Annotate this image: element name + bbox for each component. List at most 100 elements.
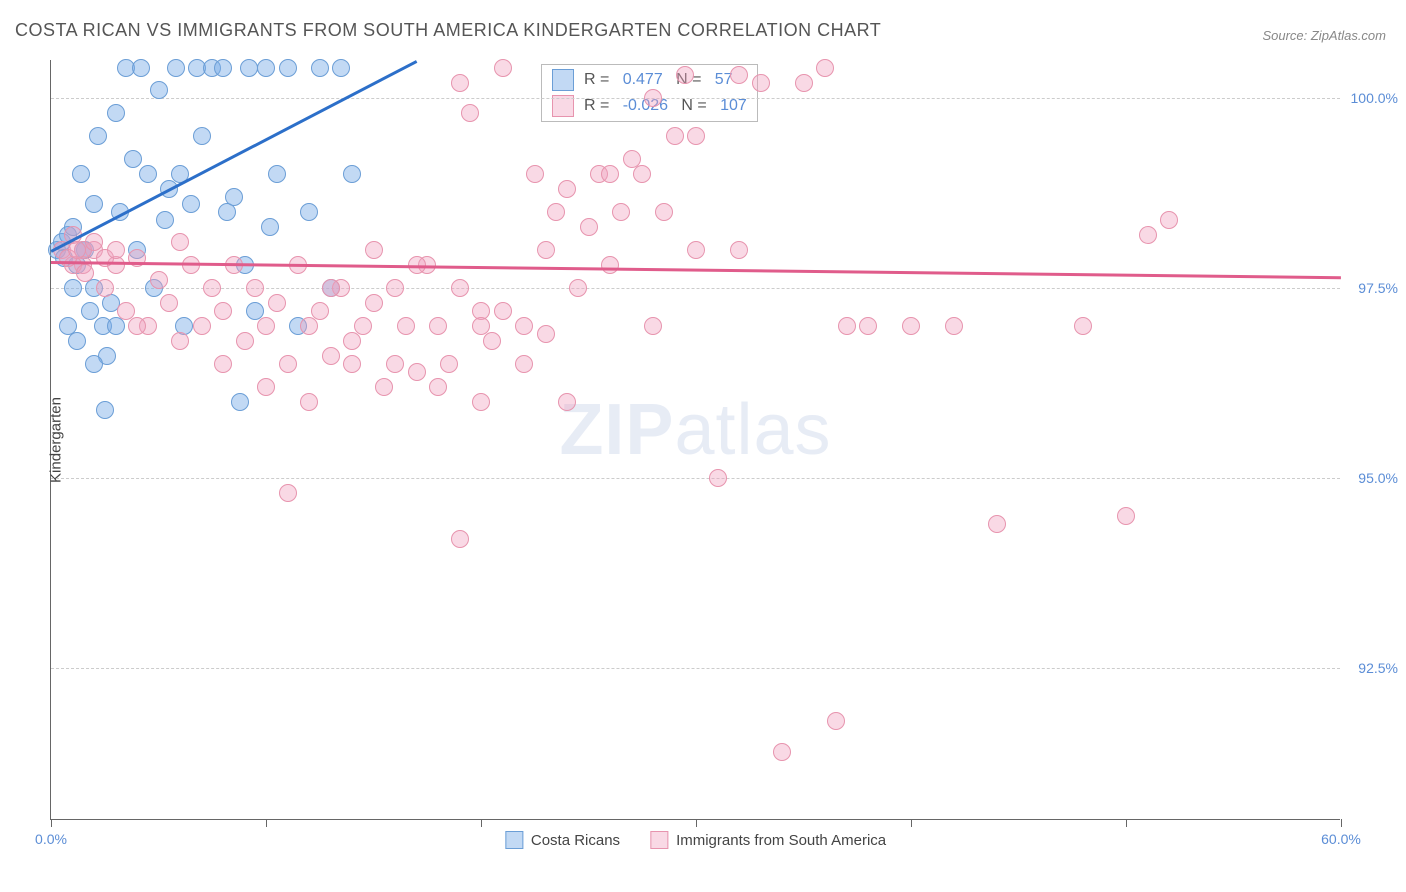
scatter-point (214, 355, 232, 373)
ytick-label: 95.0% (1358, 470, 1398, 486)
scatter-point (171, 233, 189, 251)
scatter-point (124, 150, 142, 168)
scatter-point (107, 104, 125, 122)
scatter-point (483, 332, 501, 350)
legend-label: Immigrants from South America (676, 832, 886, 849)
scatter-point (68, 332, 86, 350)
scatter-point (150, 81, 168, 99)
gridline (51, 668, 1340, 669)
scatter-point (537, 325, 555, 343)
scatter-point (128, 317, 146, 335)
scatter-point (547, 203, 565, 221)
xtick-label: 60.0% (1321, 831, 1361, 847)
scatter-point (311, 59, 329, 77)
watermark-atlas: atlas (674, 390, 831, 470)
scatter-point (408, 363, 426, 381)
scatter-point (1117, 507, 1135, 525)
stats-text: R = 0.477 N = 57 (584, 71, 733, 89)
scatter-point (300, 203, 318, 221)
scatter-point (558, 180, 576, 198)
scatter-point (601, 256, 619, 274)
legend-label: Costa Ricans (531, 832, 620, 849)
scatter-point (279, 59, 297, 77)
scatter-point (332, 59, 350, 77)
scatter-point (666, 127, 684, 145)
chart-title: COSTA RICAN VS IMMIGRANTS FROM SOUTH AME… (15, 20, 881, 41)
scatter-point (236, 332, 254, 350)
plot-area: ZIPatlas Kindergarten R = 0.477 N = 57R … (50, 60, 1340, 820)
scatter-point (107, 241, 125, 259)
scatter-point (633, 165, 651, 183)
scatter-point (838, 317, 856, 335)
scatter-point (709, 469, 727, 487)
gridline (51, 98, 1340, 99)
xtick (1126, 819, 1127, 827)
scatter-point (397, 317, 415, 335)
xtick (1341, 819, 1342, 827)
scatter-point (515, 355, 533, 373)
legend-item: Costa Ricans (505, 831, 620, 849)
ytick-label: 97.5% (1358, 280, 1398, 296)
scatter-point (322, 347, 340, 365)
scatter-point (246, 279, 264, 297)
scatter-point (279, 484, 297, 502)
scatter-point (440, 355, 458, 373)
scatter-point (343, 355, 361, 373)
scatter-point (261, 218, 279, 236)
scatter-point (451, 530, 469, 548)
scatter-point (859, 317, 877, 335)
scatter-point (687, 241, 705, 259)
scatter-point (429, 317, 447, 335)
scatter-point (240, 59, 258, 77)
scatter-point (945, 317, 963, 335)
scatter-point (472, 393, 490, 411)
xtick-label: 0.0% (35, 831, 67, 847)
stats-swatch (552, 69, 574, 91)
legend: Costa Ricans Immigrants from South Americ… (505, 831, 886, 849)
scatter-point (68, 241, 86, 259)
scatter-point (167, 59, 185, 77)
source-name: ZipAtlas.com (1311, 28, 1386, 43)
scatter-point (225, 188, 243, 206)
scatter-point (279, 355, 297, 373)
scatter-point (156, 211, 174, 229)
scatter-point (451, 74, 469, 92)
stats-text: R = -0.026 N = 107 (584, 97, 747, 115)
scatter-point (827, 712, 845, 730)
scatter-point (461, 104, 479, 122)
scatter-point (773, 743, 791, 761)
legend-swatch (505, 831, 523, 849)
ytick-label: 92.5% (1358, 660, 1398, 676)
scatter-point (257, 59, 275, 77)
scatter-point (795, 74, 813, 92)
scatter-point (644, 89, 662, 107)
scatter-point (132, 59, 150, 77)
gridline (51, 288, 1340, 289)
scatter-point (171, 332, 189, 350)
scatter-point (160, 294, 178, 312)
scatter-point (537, 241, 555, 259)
scatter-point (730, 66, 748, 84)
xtick (696, 819, 697, 827)
scatter-point (472, 317, 490, 335)
scatter-point (311, 302, 329, 320)
scatter-point (300, 393, 318, 411)
scatter-point (268, 294, 286, 312)
scatter-point (988, 515, 1006, 533)
legend-swatch (650, 831, 668, 849)
scatter-point (687, 127, 705, 145)
scatter-point (494, 59, 512, 77)
scatter-point (193, 317, 211, 335)
scatter-point (85, 355, 103, 373)
watermark: ZIPatlas (559, 389, 831, 471)
scatter-point (1139, 226, 1157, 244)
scatter-point (365, 241, 383, 259)
scatter-point (429, 378, 447, 396)
legend-item: Immigrants from South America (650, 831, 886, 849)
scatter-point (76, 264, 94, 282)
scatter-point (569, 279, 587, 297)
scatter-point (85, 195, 103, 213)
scatter-point (526, 165, 544, 183)
scatter-point (107, 317, 125, 335)
gridline (51, 478, 1340, 479)
